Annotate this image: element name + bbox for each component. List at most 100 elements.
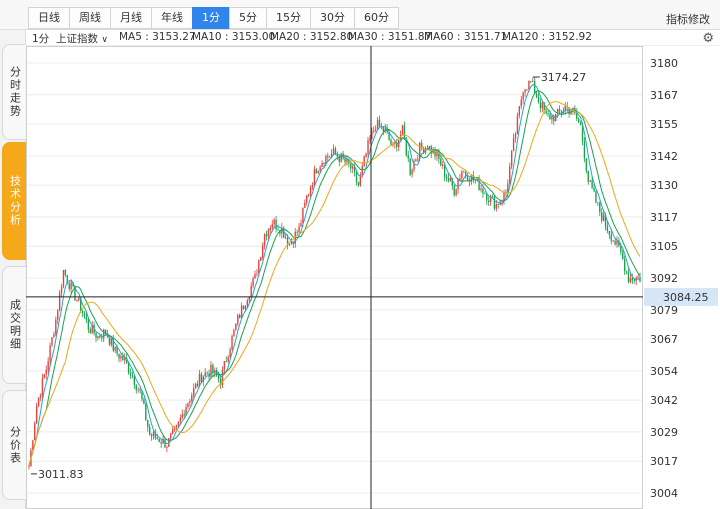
ma60-value: MA60 : 3151.71 [424,31,508,43]
candle-body [445,176,448,179]
candle-body [509,166,511,184]
candle-body [407,155,409,159]
candle-body [261,245,264,258]
candle-body [474,180,476,181]
crosshair: 3084.25 [26,46,718,509]
candle-body [535,93,538,98]
candle-body [233,329,235,337]
y-axis: 3180 3167 3155 3142 3130 3117 3105 3092 3079 3067… [650,57,678,500]
y-tick-label: 3004 [650,487,678,500]
candle-body [428,146,431,150]
tab-yearly[interactable]: 年线 [151,7,192,29]
candle-body [81,311,84,314]
candle-body [74,285,76,301]
side-tab-intraday[interactable]: 分时走势 [2,44,26,140]
candle-body [124,357,126,361]
candle-body [235,323,237,330]
candle-body [49,345,51,362]
candle-body [112,338,114,351]
side-tab-trades[interactable]: 成交明细 [2,266,26,384]
candle-body [55,319,57,335]
candle-body [478,178,480,190]
candle-body [284,237,287,239]
y-tick-label: 3167 [650,89,678,102]
candle-body [451,178,453,186]
tab-weekly[interactable]: 周线 [69,7,110,29]
candle-body [422,147,425,153]
kline-chart[interactable]: 3180 3167 3155 3142 3130 3117 3105 3092 3079 3067… [26,46,720,509]
candle-body [306,195,308,203]
candle-body [240,305,243,318]
candle-body [145,403,147,420]
candle-body [340,153,342,162]
candle-body [625,271,628,273]
candle-body [28,466,30,468]
candle-body [581,125,584,142]
candle-body [545,111,547,114]
candle-body [551,115,553,120]
candle-body [216,370,218,376]
candle-body [353,166,356,172]
candle-body [269,228,272,230]
candle-body [539,101,542,109]
side-tab-technical[interactable]: 技术分析 [2,142,26,260]
candle-body [583,141,586,159]
candle-body [300,223,302,227]
candle-body [614,240,616,245]
candle-body [78,297,80,301]
candle-body [102,329,105,339]
candle-body [135,385,137,390]
ma5-value: MA5 : 3153.27 [119,31,196,43]
tab-monthly[interactable]: 月线 [110,7,151,29]
candle-body [147,419,149,427]
candle-body [420,142,423,148]
annotations: 3174.27 3011.83 [38,71,586,481]
candle-body [409,158,411,175]
candle-body [302,207,304,224]
index-selector[interactable]: 上证指数 ∨ [56,31,108,46]
tab-1min[interactable]: 1分 [192,7,229,29]
tab-60min[interactable]: 60分 [354,7,399,29]
candle-body [363,156,365,167]
candle-body [193,388,195,396]
tab-5min[interactable]: 5分 [229,7,266,29]
candle-body [443,164,446,177]
candle-body [321,163,323,168]
ma10-line [28,90,641,467]
side-tab-price-table[interactable]: 分价表 [2,390,26,500]
candle-body [139,389,141,391]
candle-body [472,174,475,181]
candle-body [487,200,490,202]
candle-body [254,273,256,279]
candle-body [45,369,47,375]
candle-body [263,234,266,246]
indicator-edit-link[interactable]: 指标修改 [666,13,710,26]
tab-15min[interactable]: 15分 [266,7,310,29]
candle-body [637,277,639,278]
y-tick-label: 3054 [650,365,678,378]
candle-body [629,278,632,283]
candle-body [415,159,417,162]
candle-body [555,114,557,122]
candle-body [39,395,42,398]
candle-body [455,189,457,196]
high-price-label: 3174.27 [541,71,587,84]
candle-body [175,425,178,428]
candle-body [283,227,285,238]
candle-body [133,376,136,386]
candle-body [386,128,388,133]
candle-body [35,405,38,424]
candle-body [225,361,227,362]
candle-body [332,148,335,154]
gear-icon[interactable]: ⚙ [702,31,714,46]
tab-30min[interactable]: 30分 [310,7,354,29]
candle-body [600,212,603,221]
period-toolbar: 日线 周线 月线 年线 1分 5分 15分 30分 60分 指标修改 [0,0,720,30]
candle-body [198,373,201,386]
candle-body [290,241,293,245]
candle-body [576,112,578,119]
candle-body [374,129,377,131]
ma30-value: MA30 : 3151.87 [348,31,432,43]
low-price-label: 3011.83 [38,468,84,481]
tab-daily[interactable]: 日线 [28,7,69,29]
